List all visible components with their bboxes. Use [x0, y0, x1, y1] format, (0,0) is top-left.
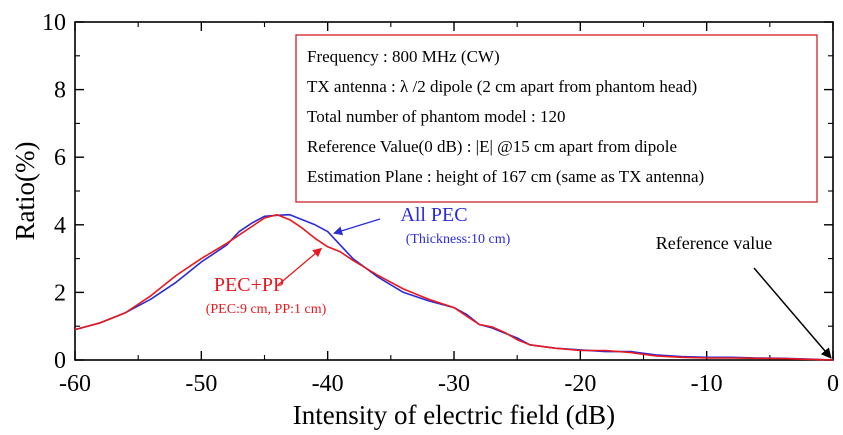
x-axis-label: Intensity of electric field (dB) — [293, 400, 615, 430]
y-tick-labels: 0 2 4 6 8 10 — [42, 10, 66, 374]
annotation-pec-pp: PEC+PP (PEC:9 cm, PP:1 cm) — [206, 247, 327, 317]
y-tick-label: 10 — [42, 10, 66, 36]
x-tick-label: -50 — [185, 371, 217, 397]
annotation-reference: Reference value — [656, 233, 832, 359]
annotation-pec-pp-title: PEC+PP — [214, 274, 284, 296]
annotation-all-pec-subtitle: (Thickness:10 cm) — [406, 232, 511, 247]
annotation-all-pec: All PEC (Thickness:10 cm) — [333, 204, 511, 247]
x-tick-label: -60 — [59, 371, 91, 397]
y-tick-label: 4 — [54, 213, 66, 239]
annotation-reference-title: Reference value — [656, 233, 772, 253]
x-tick-label: -10 — [691, 371, 723, 397]
annotation-all-pec-title: All PEC — [400, 204, 467, 226]
info-box-frame — [295, 34, 818, 203]
x-tick-label: -40 — [312, 371, 344, 397]
y-tick-label: 8 — [54, 78, 66, 104]
x-tick-label: -30 — [438, 371, 470, 397]
info-line-plane: Estimation Plane : height of 167 cm (sam… — [307, 167, 704, 186]
info-line-frequency: Frequency : 800 MHz (CW) — [307, 47, 500, 66]
annotation-reference-arrow — [753, 267, 832, 359]
y-tick-label: 2 — [54, 280, 66, 306]
annotation-pec-pp-arrow — [277, 247, 323, 286]
info-line-antenna: TX antenna : λ /2 dipole (2 cm apart fro… — [307, 77, 697, 96]
x-tick-label: 0 — [827, 371, 839, 397]
info-line-phantom-count: Total number of phantom model : 120 — [307, 107, 566, 126]
x-tick-labels: -60 -50 -40 -30 -20 -10 0 — [59, 371, 839, 397]
y-tick-label: 0 — [54, 348, 66, 374]
info-box: Frequency : 800 MHz (CW) TX antenna : λ … — [295, 34, 818, 203]
info-line-reference: Reference Value(0 dB) : |E| @15 cm apart… — [307, 137, 677, 156]
series-layer — [74, 213, 834, 361]
y-axis-label: Ratio(%) — [10, 142, 40, 241]
annotation-all-pec-arrow — [333, 218, 381, 236]
series-line-pec-pp — [74, 213, 834, 361]
y-tick-label: 6 — [54, 145, 66, 171]
x-tick-label: -20 — [564, 371, 596, 397]
annotation-pec-pp-subtitle: (PEC:9 cm, PP:1 cm) — [206, 302, 327, 317]
